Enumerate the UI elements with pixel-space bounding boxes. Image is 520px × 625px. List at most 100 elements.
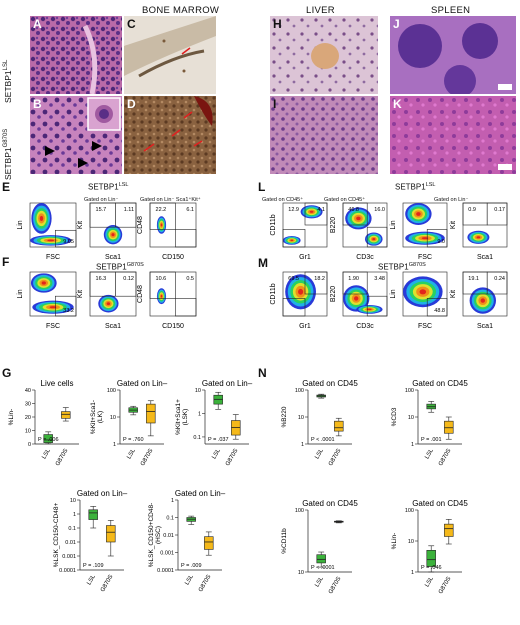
gate-percent-1: 1.90: [348, 276, 359, 282]
y-axis-label: %B220: [281, 406, 288, 427]
panel-letter-G: G: [2, 366, 12, 380]
box-G870S: [106, 525, 116, 543]
y-axis-label: CD11b: [270, 214, 277, 235]
gate-percent: 33.2: [63, 308, 74, 314]
p-value: P = .001: [421, 437, 442, 443]
y-tick-label: 1: [301, 442, 304, 448]
y-axis-label: %Kit+Sca1-: [90, 400, 97, 434]
x-axis-label: FSC: [46, 323, 60, 330]
y-axis-label: CD48: [137, 285, 144, 303]
boxplot-title: Gated on CD45: [412, 379, 468, 388]
panel-letter-K: K: [393, 97, 402, 111]
x-tick-label: LSL: [126, 447, 137, 460]
y-tick-label: 10: [408, 539, 414, 545]
gate-percent-2: 18.2: [314, 276, 325, 282]
x-axis-label: CD150: [162, 254, 184, 261]
gate-percent-1: 16.3: [96, 276, 107, 282]
y-axis-label: Kit: [77, 290, 84, 298]
y-axis-label: (LSK): [182, 409, 189, 426]
panel-letter-J: J: [393, 17, 400, 31]
boxplot-title: Gated on Lin–: [77, 489, 128, 498]
x-tick-label: G870S: [140, 448, 155, 467]
row-label-lsl: SETBP1LSL: [3, 59, 13, 103]
flow-plot-E3: CD150 CD48 22.2 6.1: [137, 202, 197, 261]
panel-letter-L: L: [258, 180, 266, 194]
y-tick-label: 100: [405, 388, 414, 394]
y-tick-label: 1: [171, 498, 174, 504]
y-tick-label: 30: [25, 402, 31, 408]
boxplot-title: Gated on Lin–: [117, 379, 168, 388]
box-LSL: [43, 434, 53, 443]
gate-percent-1: 10.6: [156, 276, 167, 282]
y-tick-label: 0.1: [193, 435, 201, 441]
gate-percent-2: 0.5: [186, 276, 194, 282]
y-tick-label: 0.01: [163, 533, 174, 539]
p-value: P = .009: [181, 563, 202, 569]
p-value: P = .006: [38, 437, 59, 443]
y-tick-label: 0: [28, 442, 31, 448]
boxplot-G1: Live cells 40 30 20 10 0 %Lin- LSL G870S P = .006: [8, 379, 79, 467]
boxplot-title: Gated on CD45: [302, 379, 358, 388]
x-tick-label: LSL: [424, 575, 435, 588]
y-tick-label: 0.001: [62, 554, 76, 560]
gate-percent-2: 0.24: [494, 276, 505, 282]
y-axis-label: (HSC): [155, 526, 162, 544]
x-axis-label: FSC: [46, 254, 60, 261]
x-tick-label: G870S: [438, 448, 453, 467]
gate-L1: Gated on CD45⁺: [262, 197, 304, 203]
flow-plot-E2: Sca1 Kit 15.7 1.11: [77, 202, 137, 261]
p-value: P < .0001: [311, 565, 335, 571]
y-tick-label: 10: [298, 415, 304, 421]
panel-letter-A: A: [33, 17, 42, 31]
gate-percent-2: 0.12: [123, 276, 134, 282]
y-axis-label: Kit: [450, 221, 457, 229]
box-G870S: [204, 536, 214, 550]
gate-percent-2: 4.1: [317, 207, 325, 213]
p-value: P = .760: [123, 437, 144, 443]
y-axis-label: Lin: [390, 220, 397, 229]
flow-plot-F3: CD150 CD48 10.6 0.5: [137, 271, 197, 330]
p-value: P < .0001: [311, 437, 335, 443]
y-tick-label: 0.01: [65, 540, 76, 546]
x-tick-label: G870S: [225, 448, 240, 467]
gate-percent-1: 0.9: [468, 207, 476, 213]
gate-percent: 48.8: [434, 308, 445, 314]
gate-percent-1: 15.7: [96, 207, 107, 213]
panel-letter-B: B: [33, 97, 42, 111]
panel-letter-N: N: [258, 366, 267, 380]
boxplot-G4: Gated on Lin–10 1 0.1 0.01 0.001 0.0001%LSK_C…: [53, 489, 128, 593]
boxplot-title: Gated on CD45: [302, 499, 358, 508]
box-G870S: [444, 523, 454, 537]
panel-letter-M: M: [258, 256, 268, 270]
box-LSL: [426, 550, 436, 567]
boxplot-title: Gated on Lin–: [175, 489, 226, 498]
y-tick-label: 0.001: [160, 551, 174, 557]
box-G870S: [61, 411, 71, 419]
y-axis-label: %LSK_CD150+CD48-: [148, 503, 155, 568]
histology-I: [270, 96, 378, 174]
box-LSL: [88, 509, 98, 520]
y-tick-label: 20: [25, 415, 31, 421]
gate-percent-2: 6.1: [186, 207, 194, 213]
p-value: P = .037: [208, 437, 229, 443]
y-axis-label: %Lin-: [391, 533, 398, 550]
y-axis-label: B220: [330, 217, 337, 233]
x-axis-label: Gr1: [299, 254, 311, 261]
panel-letter-F: F: [2, 255, 10, 269]
gate-percent-1: 22.2: [156, 207, 167, 213]
panel-letter-D: D: [127, 97, 136, 111]
x-tick-label: LSL: [314, 575, 325, 588]
flow-plot-M1: Gr1 CD11b 69.5 18.2: [270, 271, 328, 330]
histology-D: [124, 96, 216, 174]
title-F: SETBP1G870S: [96, 262, 144, 272]
box-LSL: [316, 554, 326, 564]
gate-percent-2: 0.17: [494, 207, 505, 213]
y-axis-label: %LSK_CD150-CD48+: [53, 503, 60, 568]
title-M: SETBP1G870S: [378, 262, 426, 272]
y-tick-label: 10: [25, 429, 31, 435]
gate-percent-1: 46.8: [348, 207, 359, 213]
y-tick-label: 1: [411, 442, 414, 448]
histology-K: [390, 96, 516, 174]
